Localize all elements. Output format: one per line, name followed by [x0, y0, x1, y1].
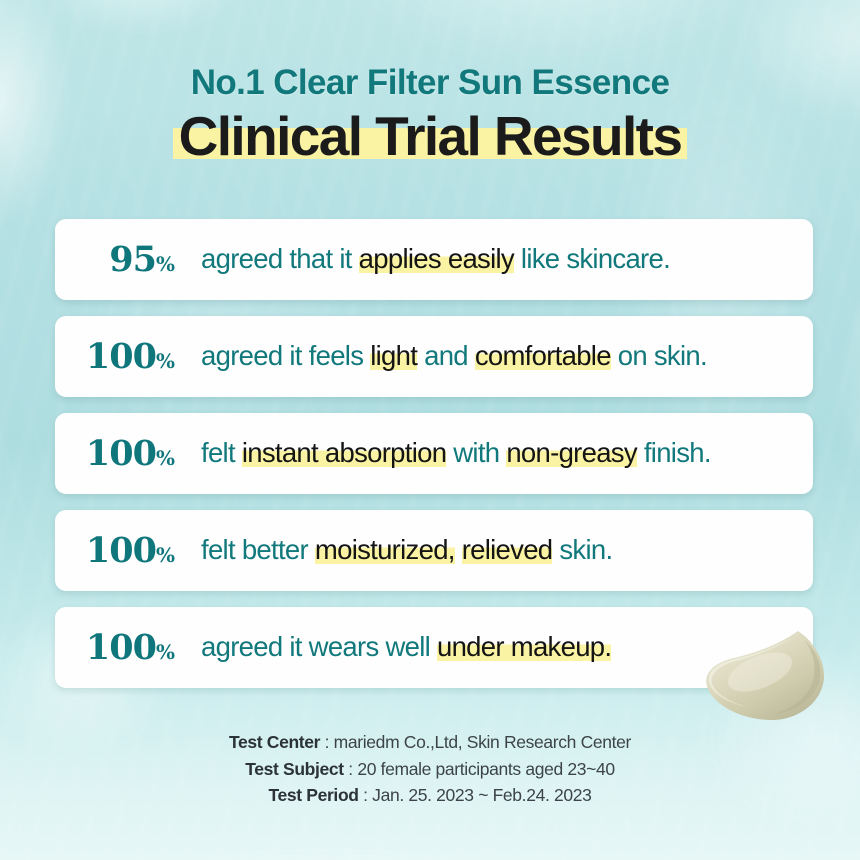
percent-symbol: % — [155, 543, 175, 567]
footer-label: Test Center — [228, 732, 321, 752]
statement-highlight: instant absorption — [241, 437, 447, 469]
result-percentage: 100% — [55, 436, 179, 471]
title-highlight-bar — [172, 128, 688, 160]
result-row: 100% felt better moisturized, relieved sk… — [55, 510, 813, 591]
results-list: 95% agreed that it applies easily like sk… — [55, 219, 813, 704]
statement-text: agreed it wears well — [201, 631, 437, 663]
statement-text: like skincare. — [513, 243, 671, 275]
percentage-number: 100 — [85, 433, 157, 474]
footer-value: Jan. 25. 2023 ~ Feb.24. 2023 — [372, 785, 592, 806]
statement-text: felt better — [201, 534, 315, 566]
statement-text: finish. — [636, 437, 712, 469]
statement-highlight: comfortable — [474, 340, 612, 372]
statement-text: agreed that it — [201, 243, 359, 275]
result-percentage: 100% — [55, 533, 179, 568]
footer-value: 20 female participants aged 23~40 — [357, 758, 615, 779]
percentage-number: 95 — [109, 239, 157, 280]
footer-label: Test Subject — [245, 758, 344, 779]
footer-value: mariedm Co.,Ltd, Skin Research Center — [333, 732, 632, 752]
footer-separator: : — [358, 785, 373, 806]
header: No.1 Clear Filter Sun Essence Clinical T… — [0, 64, 860, 167]
percent-symbol: % — [155, 349, 175, 373]
percentage-number: 100 — [85, 336, 157, 377]
footer-line: Test Period : Jan. 25. 2023 ~ Feb.24. 20… — [0, 782, 860, 809]
percent-symbol: % — [155, 446, 175, 470]
statement-text: skin. — [552, 534, 613, 566]
statement-text: and — [417, 340, 475, 372]
result-percentage: 100% — [55, 339, 179, 374]
footer-separator: : — [343, 758, 358, 779]
result-row: 100% agreed it feels light and comfortabl… — [55, 316, 813, 397]
footer-line: Test Subject : 20 female participants ag… — [0, 756, 860, 783]
footer-label: Test Period — [268, 785, 359, 806]
result-statement: agreed it wears well under makeup. — [179, 631, 813, 663]
result-statement: agreed that it applies easily like skinc… — [179, 243, 813, 275]
page-title: Clinical Trial Results — [178, 104, 683, 167]
percentage-number: 100 — [85, 627, 157, 668]
footer-separator: : — [320, 732, 334, 752]
percentage-number: 100 — [85, 530, 157, 571]
statement-highlight: non-greasy — [506, 437, 638, 469]
result-percentage: 95% — [55, 242, 179, 277]
statement-highlight: applies easily — [358, 243, 515, 275]
result-statement: agreed it feels light and comfortable on… — [179, 340, 813, 372]
statement-highlight: under makeup. — [436, 631, 612, 663]
percent-symbol: % — [155, 252, 175, 276]
statement-text: felt — [201, 437, 242, 469]
statement-highlight: relieved — [461, 534, 553, 566]
statement-text: agreed it feels — [201, 340, 371, 372]
statement-text — [455, 534, 462, 565]
statement-text: with — [446, 437, 507, 469]
statement-text: on skin. — [610, 340, 708, 372]
test-info-footer: Test Center : mariedm Co.,Ltd, Skin Rese… — [0, 729, 860, 809]
result-statement: felt instant absorption with non-greasy … — [179, 437, 813, 469]
result-row: 100% agreed it wears well under makeup. — [55, 607, 813, 688]
result-row: 100% felt instant absorption with non-gre… — [55, 413, 813, 494]
product-kicker: No.1 Clear Filter Sun Essence — [190, 63, 670, 102]
result-statement: felt better moisturized, relieved skin. — [179, 534, 813, 566]
statement-highlight: light — [370, 340, 418, 372]
statement-highlight: moisturized, — [314, 534, 455, 566]
percent-symbol: % — [155, 640, 175, 664]
result-row: 95% agreed that it applies easily like sk… — [55, 219, 813, 300]
footer-line: Test Center : mariedm Co.,Ltd, Skin Rese… — [0, 729, 860, 756]
page-title-wrap: Clinical Trial Results — [172, 104, 688, 168]
result-percentage: 100% — [55, 630, 179, 665]
